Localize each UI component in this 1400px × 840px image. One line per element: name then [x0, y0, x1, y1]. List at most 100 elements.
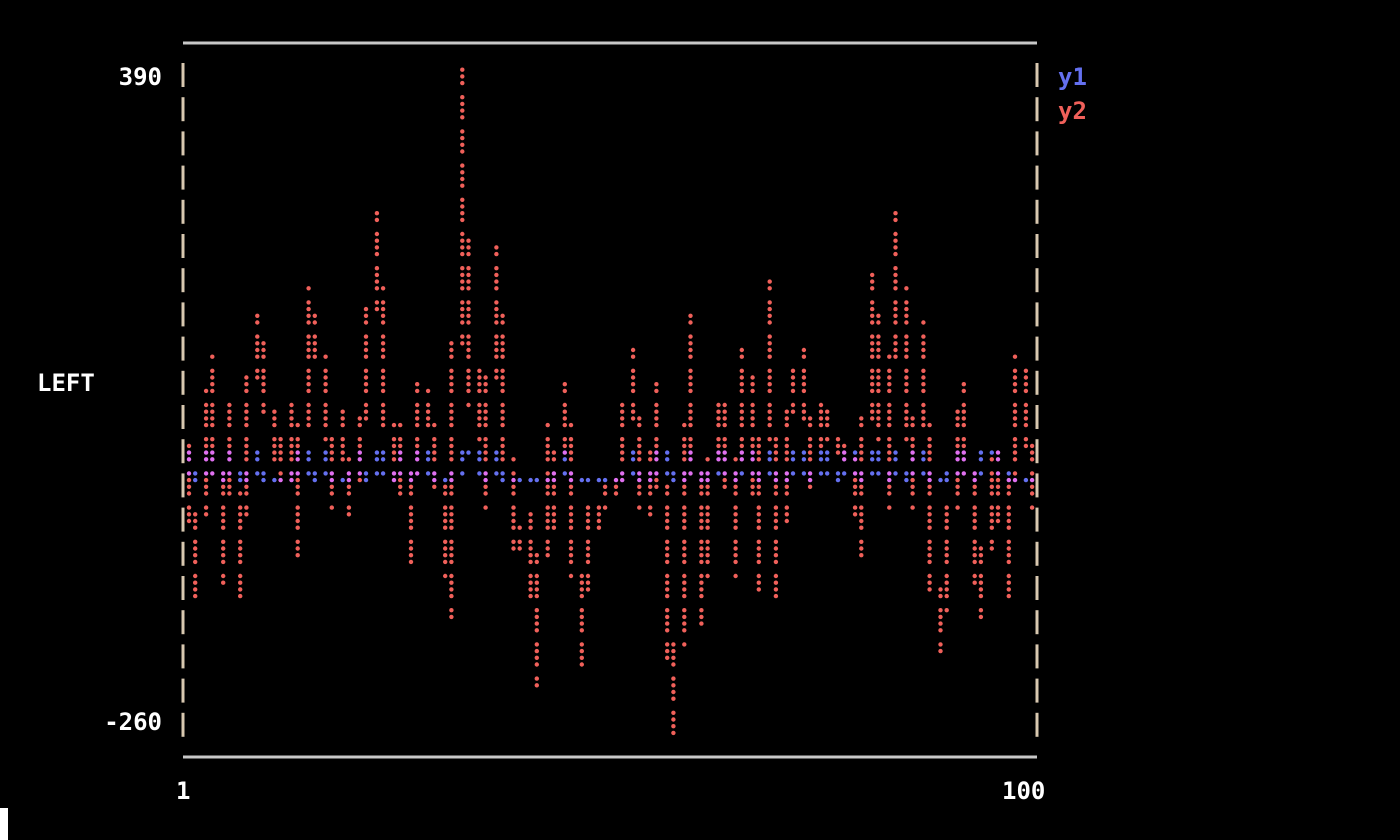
y2-point: [551, 512, 557, 517]
y1-point: [876, 457, 881, 462]
y2-point: [306, 334, 311, 339]
y2-point: [323, 382, 328, 387]
y2-point: [887, 368, 892, 373]
y2-point: [910, 484, 915, 489]
y2-point: [620, 443, 625, 449]
y2-point: [1006, 593, 1011, 599]
y2-point: [927, 450, 932, 455]
y2-point: [585, 512, 591, 517]
y2-point: [767, 422, 772, 428]
y1-point: [363, 477, 369, 483]
y2-point: [363, 409, 369, 414]
y2-point: [705, 539, 710, 544]
y2-point: [784, 450, 789, 455]
y2-point: [261, 368, 266, 373]
y2-point: [238, 518, 243, 524]
y2-point: [443, 546, 448, 551]
y2-point: [323, 409, 328, 414]
y2-point: [272, 437, 277, 442]
x-tick-left: 1: [176, 777, 191, 805]
y2-point: [620, 422, 625, 428]
overlap-point: [221, 477, 226, 483]
y2-point: [346, 512, 352, 517]
y2-point: [835, 450, 841, 455]
y2-point: [511, 518, 516, 524]
y2-point: [568, 539, 574, 544]
y2-point: [835, 443, 841, 449]
y2-point: [739, 388, 744, 394]
y2-point: [500, 368, 505, 373]
y2-point: [620, 402, 625, 408]
y2-point: [221, 505, 226, 510]
y2-point: [904, 354, 909, 359]
y2-point: [221, 573, 226, 579]
y2-point: [630, 368, 636, 373]
y2-point: [893, 279, 898, 284]
y2-point: [500, 334, 505, 339]
y2-point: [477, 422, 482, 428]
y2-point: [859, 416, 864, 421]
y1-point: [312, 471, 317, 476]
y1-point: [460, 471, 465, 476]
y2-point: [705, 505, 710, 510]
y2-point: [528, 559, 533, 565]
overlap-point: [739, 457, 744, 462]
overlap-point: [648, 477, 653, 483]
y2-point: [545, 553, 550, 558]
y2-point: [460, 183, 465, 188]
y1-point: [425, 457, 431, 462]
y1-point: [374, 457, 380, 462]
y2-point: [773, 484, 779, 489]
y1-point: [306, 471, 311, 476]
y2-point: [699, 539, 704, 544]
y2-point: [773, 512, 779, 517]
y-tick-top: 390: [118, 63, 162, 91]
y2-point: [699, 621, 704, 626]
y2-point: [682, 450, 687, 455]
y2-point: [904, 300, 909, 305]
y2-point: [551, 484, 557, 489]
y2-point: [801, 347, 807, 353]
y2-point: [978, 553, 984, 558]
y2-point: [449, 580, 454, 585]
y2-point: [938, 614, 943, 620]
y2-point: [910, 422, 915, 428]
y2-point: [654, 422, 659, 428]
y2-point: [494, 368, 499, 373]
y2-point: [466, 272, 471, 278]
y2-point: [261, 388, 266, 394]
y2-point: [876, 320, 881, 325]
y2-point: [579, 593, 584, 599]
y2-point: [637, 422, 642, 428]
y2-point: [483, 505, 488, 510]
y2-point: [483, 491, 488, 496]
y2-point: [750, 422, 755, 428]
y2-point: [1023, 409, 1029, 414]
y2-point: [938, 642, 943, 647]
y2-point: [363, 347, 369, 353]
y2-point: [955, 505, 960, 510]
y2-point: [756, 546, 761, 551]
y1-point: [425, 471, 431, 476]
y2-point: [1023, 422, 1029, 428]
y2-point: [801, 354, 807, 359]
y2-point: [756, 539, 761, 544]
y2-point: [876, 402, 881, 408]
y2-point: [483, 402, 488, 408]
y1-point: [562, 471, 567, 476]
y2-point: [494, 245, 499, 250]
y2-point: [1006, 505, 1011, 510]
y1-point: [494, 450, 499, 455]
y2-point: [203, 416, 209, 421]
y2-point: [528, 518, 533, 524]
y2-point: [665, 559, 670, 565]
overlap-point: [859, 477, 864, 483]
y1-point: [255, 471, 260, 476]
y2-point: [688, 443, 693, 449]
y2-point: [193, 539, 198, 544]
y2-point: [699, 546, 704, 551]
y2-point: [978, 559, 984, 565]
y2-point: [408, 553, 414, 558]
y2-point: [193, 512, 198, 517]
